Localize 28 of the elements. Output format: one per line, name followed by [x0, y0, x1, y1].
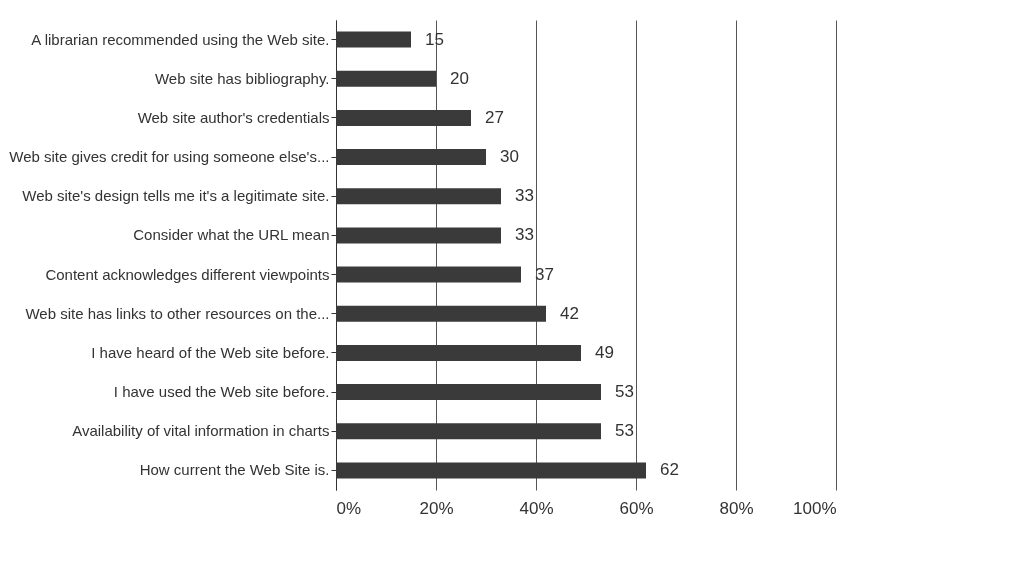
y-tick-label: A librarian recommended using the Web site. [31, 30, 330, 48]
data-label: 33 [515, 225, 534, 245]
data-label: 53 [615, 382, 634, 402]
y-tick-label: Web site gives credit for using someone else's... [9, 148, 330, 166]
y-tick-label: Content acknowledges different viewpoints [45, 265, 330, 283]
x-tick-label: 100% [793, 498, 837, 518]
data-label: 49 [595, 342, 614, 362]
data-label: 27 [485, 107, 504, 127]
x-tick-label: 20% [419, 498, 454, 518]
x-tick-label: 0% [336, 498, 362, 518]
x-tick-label: 60% [619, 498, 654, 518]
data-label: 42 [560, 303, 579, 323]
y-tick-label: How current the Web Site is. [139, 461, 330, 479]
y-tick-label: I have heard of the Web site before. [91, 343, 330, 361]
data-label: 33 [515, 186, 534, 206]
y-tick-label: Web site author's credentials [137, 108, 330, 126]
x-tick-label: 40% [519, 498, 554, 518]
y-tick-label: Web site has links to other resources on the... [25, 304, 330, 322]
data-label: 53 [615, 421, 634, 441]
data-label: 62 [660, 460, 679, 480]
y-tick-label: Web site has bibliography. [154, 69, 330, 87]
y-tick-label: Availability of vital information in charts [72, 422, 330, 440]
data-label: 20 [450, 68, 469, 88]
y-tick-label: I have used the Web site before. [113, 383, 330, 401]
y-tick-label: Consider what the URL mean [133, 226, 330, 244]
x-tick-label: 80% [719, 498, 754, 518]
data-label: 30 [500, 147, 519, 167]
y-tick-label: Web site's design tells me it's a legitimate site. [22, 187, 330, 205]
